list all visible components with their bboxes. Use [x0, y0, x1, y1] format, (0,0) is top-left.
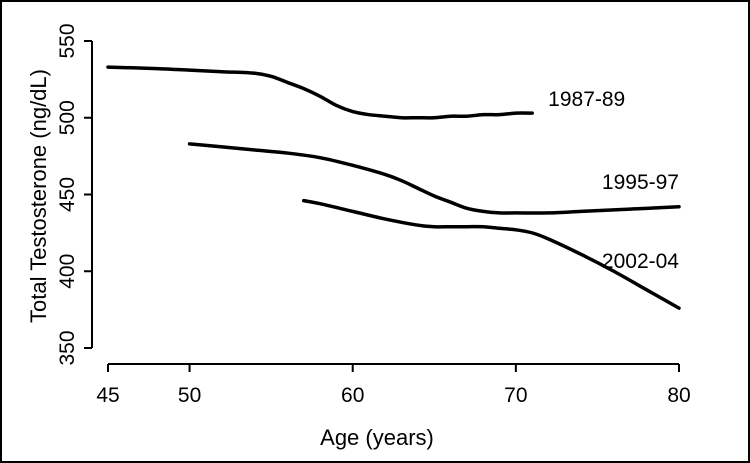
y-tick-label-450: 450 — [56, 177, 79, 212]
x-axis-title: Age (years) — [320, 425, 434, 450]
x-tick-label-45: 45 — [96, 384, 119, 407]
series-label-2002-04: 2002-04 — [602, 250, 679, 273]
x-tick-label-70: 70 — [504, 384, 527, 407]
series-line-1995-97 — [187, 142, 681, 215]
series-line-1987-89 — [106, 65, 534, 120]
series-label-1995-97: 1995-97 — [602, 171, 679, 194]
y-tick-label-350: 350 — [56, 330, 79, 365]
y-tick-label-400: 400 — [56, 254, 79, 289]
x-tick-label-80: 80 — [667, 384, 690, 407]
x-tick-label-50: 50 — [178, 384, 201, 407]
y-axis-ticks: 350 400 450 500 550 — [56, 23, 92, 366]
series-line-2002-04 — [302, 198, 681, 310]
y-tick-label-500: 500 — [56, 100, 79, 135]
series-labels: 1987-89 1995-97 2002-04 — [548, 88, 679, 273]
y-tick-label-550: 550 — [56, 23, 79, 58]
x-axis-ticks: 45 50 60 70 80 — [96, 364, 691, 407]
y-axis-title: Total Testosterone (ng/dL) — [26, 69, 51, 323]
x-tick-label-60: 60 — [341, 384, 364, 407]
series-label-1987-89: 1987-89 — [548, 88, 625, 111]
series-lines — [106, 65, 681, 310]
